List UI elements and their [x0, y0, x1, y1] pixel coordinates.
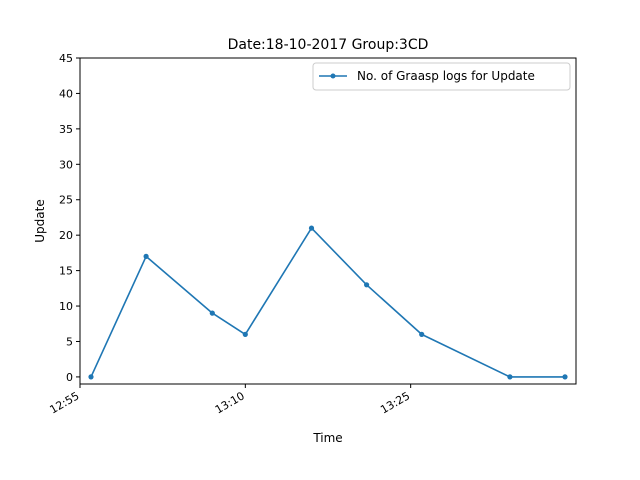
y-tick-label: 40: [59, 87, 73, 100]
y-axis-label: Update: [33, 199, 47, 242]
x-axis-label: Time: [312, 431, 342, 445]
y-tick-label: 30: [59, 158, 73, 171]
data-point: [143, 253, 149, 259]
data-point: [507, 374, 513, 380]
y-tick-label: 10: [59, 300, 73, 313]
y-tick-label: 20: [59, 229, 73, 242]
data-point: [88, 374, 94, 380]
legend-series-label: No. of Graasp logs for Update: [357, 69, 535, 83]
chart-title: Date:18-10-2017 Group:3CD: [228, 37, 429, 53]
legend: No. of Graasp logs for Update: [312, 62, 571, 91]
x-tick-label: 12:55: [48, 389, 82, 416]
axes-frame: [79, 57, 577, 385]
x-tick-label: 13:10: [213, 389, 247, 416]
y-tick-label: 35: [59, 123, 73, 136]
legend-series-marker: [330, 73, 336, 79]
series-line: [90, 227, 565, 378]
data-point: [308, 225, 315, 231]
data-point: [242, 331, 248, 337]
plot-area: 0 5 10 15 20 25 30 35 40 45 12:55 13:10 13:25: [48, 52, 577, 416]
data-point: [364, 282, 370, 288]
x-tick-label: 13:25: [378, 389, 412, 416]
y-tick-label: 45: [59, 52, 73, 65]
y-tick-label: 0: [66, 371, 73, 384]
y-tick-label: 25: [59, 194, 73, 207]
data-point: [562, 374, 568, 380]
legend-box: [312, 62, 571, 91]
data-point: [209, 310, 215, 316]
y-tick-label: 5: [66, 335, 73, 348]
data-point: [419, 331, 425, 337]
y-tick-label: 15: [59, 265, 73, 278]
